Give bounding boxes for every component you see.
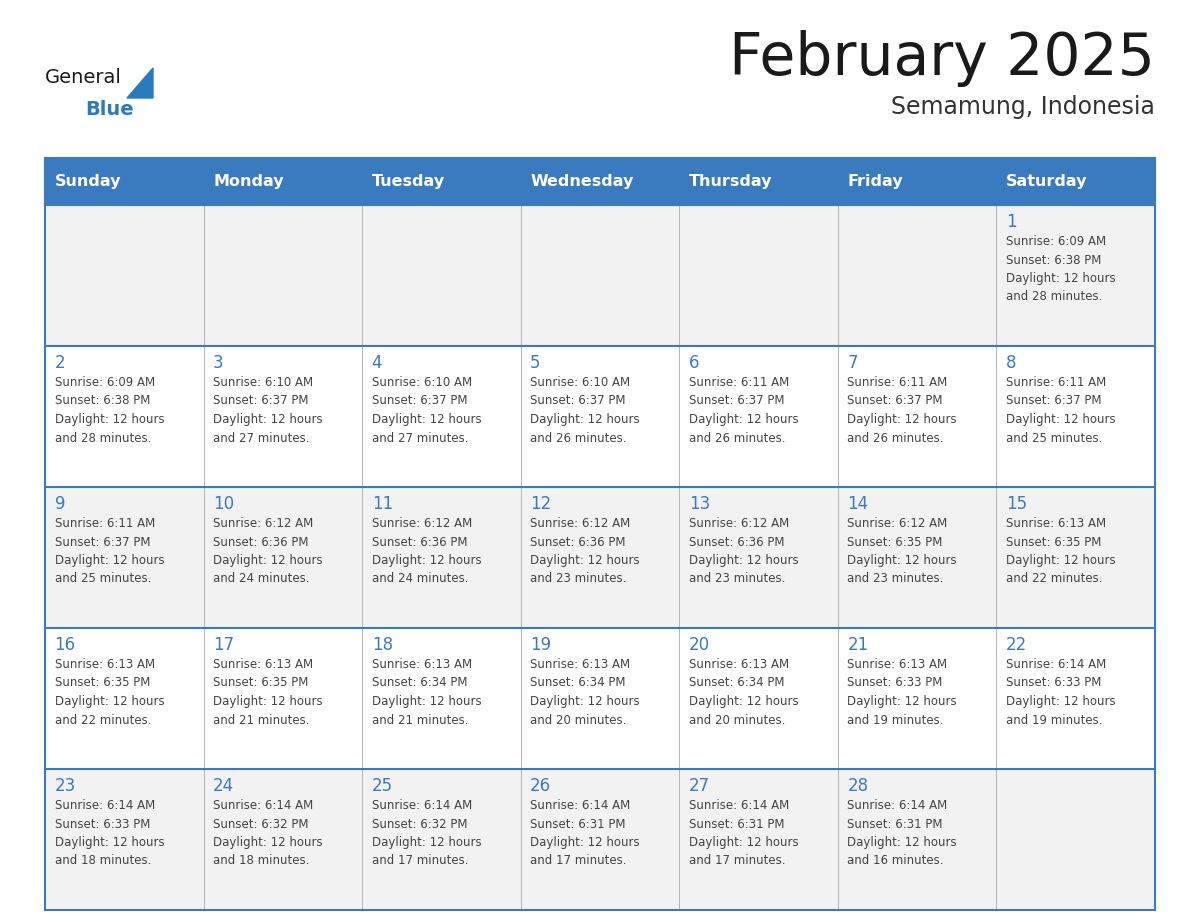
Text: 15: 15 xyxy=(1006,495,1028,513)
Text: 9: 9 xyxy=(55,495,65,513)
Bar xyxy=(520,158,680,205)
Bar xyxy=(45,346,1155,487)
Text: 14: 14 xyxy=(847,495,868,513)
Text: Sunrise: 6:14 AM
Sunset: 6:32 PM
Daylight: 12 hours
and 17 minutes.: Sunrise: 6:14 AM Sunset: 6:32 PM Dayligh… xyxy=(372,799,481,868)
Text: 27: 27 xyxy=(689,777,710,795)
Bar xyxy=(45,487,1155,628)
Text: Tuesday: Tuesday xyxy=(372,174,444,189)
Text: 24: 24 xyxy=(213,777,234,795)
Text: 11: 11 xyxy=(372,495,393,513)
Text: 28: 28 xyxy=(847,777,868,795)
Text: Sunrise: 6:12 AM
Sunset: 6:36 PM
Daylight: 12 hours
and 23 minutes.: Sunrise: 6:12 AM Sunset: 6:36 PM Dayligh… xyxy=(530,517,640,586)
Bar xyxy=(45,205,1155,346)
Text: Wednesday: Wednesday xyxy=(530,174,633,189)
Text: Thursday: Thursday xyxy=(689,174,772,189)
Text: Monday: Monday xyxy=(213,174,284,189)
Bar xyxy=(45,628,1155,769)
Text: Blue: Blue xyxy=(86,100,133,119)
Text: 12: 12 xyxy=(530,495,551,513)
Text: Sunrise: 6:14 AM
Sunset: 6:33 PM
Daylight: 12 hours
and 18 minutes.: Sunrise: 6:14 AM Sunset: 6:33 PM Dayligh… xyxy=(55,799,164,868)
Text: Sunrise: 6:12 AM
Sunset: 6:36 PM
Daylight: 12 hours
and 24 minutes.: Sunrise: 6:12 AM Sunset: 6:36 PM Dayligh… xyxy=(213,517,323,586)
Text: 5: 5 xyxy=(530,354,541,372)
Text: 6: 6 xyxy=(689,354,700,372)
Text: Sunrise: 6:10 AM
Sunset: 6:37 PM
Daylight: 12 hours
and 26 minutes.: Sunrise: 6:10 AM Sunset: 6:37 PM Dayligh… xyxy=(530,376,640,444)
Text: Sunrise: 6:13 AM
Sunset: 6:34 PM
Daylight: 12 hours
and 20 minutes.: Sunrise: 6:13 AM Sunset: 6:34 PM Dayligh… xyxy=(689,658,798,726)
Bar xyxy=(45,158,1155,205)
Bar xyxy=(45,158,203,205)
Text: 17: 17 xyxy=(213,636,234,654)
Text: 4: 4 xyxy=(372,354,383,372)
Text: Sunrise: 6:12 AM
Sunset: 6:36 PM
Daylight: 12 hours
and 23 minutes.: Sunrise: 6:12 AM Sunset: 6:36 PM Dayligh… xyxy=(689,517,798,586)
Text: 21: 21 xyxy=(847,636,868,654)
Text: 13: 13 xyxy=(689,495,710,513)
Text: 18: 18 xyxy=(372,636,393,654)
Text: Sunrise: 6:10 AM
Sunset: 6:37 PM
Daylight: 12 hours
and 27 minutes.: Sunrise: 6:10 AM Sunset: 6:37 PM Dayligh… xyxy=(372,376,481,444)
Text: Sunrise: 6:13 AM
Sunset: 6:35 PM
Daylight: 12 hours
and 22 minutes.: Sunrise: 6:13 AM Sunset: 6:35 PM Dayligh… xyxy=(55,658,164,726)
Bar xyxy=(203,158,362,205)
Text: Sunrise: 6:14 AM
Sunset: 6:31 PM
Daylight: 12 hours
and 17 minutes.: Sunrise: 6:14 AM Sunset: 6:31 PM Dayligh… xyxy=(530,799,640,868)
Bar xyxy=(680,158,838,205)
Text: Saturday: Saturday xyxy=(1006,174,1087,189)
Text: 7: 7 xyxy=(847,354,858,372)
Bar xyxy=(362,158,520,205)
Text: Sunrise: 6:11 AM
Sunset: 6:37 PM
Daylight: 12 hours
and 25 minutes.: Sunrise: 6:11 AM Sunset: 6:37 PM Dayligh… xyxy=(55,517,164,586)
Text: 2: 2 xyxy=(55,354,65,372)
Text: General: General xyxy=(45,68,122,87)
Text: 3: 3 xyxy=(213,354,223,372)
Text: Friday: Friday xyxy=(847,174,903,189)
Text: Sunrise: 6:12 AM
Sunset: 6:35 PM
Daylight: 12 hours
and 23 minutes.: Sunrise: 6:12 AM Sunset: 6:35 PM Dayligh… xyxy=(847,517,958,586)
Text: 8: 8 xyxy=(1006,354,1017,372)
Bar xyxy=(838,158,997,205)
Text: 23: 23 xyxy=(55,777,76,795)
Text: Sunday: Sunday xyxy=(55,174,121,189)
Text: Semamung, Indonesia: Semamung, Indonesia xyxy=(891,95,1155,119)
Text: February 2025: February 2025 xyxy=(729,30,1155,87)
Text: 26: 26 xyxy=(530,777,551,795)
Text: Sunrise: 6:14 AM
Sunset: 6:33 PM
Daylight: 12 hours
and 19 minutes.: Sunrise: 6:14 AM Sunset: 6:33 PM Dayligh… xyxy=(1006,658,1116,726)
Text: Sunrise: 6:12 AM
Sunset: 6:36 PM
Daylight: 12 hours
and 24 minutes.: Sunrise: 6:12 AM Sunset: 6:36 PM Dayligh… xyxy=(372,517,481,586)
Text: Sunrise: 6:14 AM
Sunset: 6:32 PM
Daylight: 12 hours
and 18 minutes.: Sunrise: 6:14 AM Sunset: 6:32 PM Dayligh… xyxy=(213,799,323,868)
Text: 1: 1 xyxy=(1006,213,1017,231)
Text: Sunrise: 6:13 AM
Sunset: 6:35 PM
Daylight: 12 hours
and 21 minutes.: Sunrise: 6:13 AM Sunset: 6:35 PM Dayligh… xyxy=(213,658,323,726)
Bar xyxy=(997,158,1155,205)
Text: Sunrise: 6:13 AM
Sunset: 6:33 PM
Daylight: 12 hours
and 19 minutes.: Sunrise: 6:13 AM Sunset: 6:33 PM Dayligh… xyxy=(847,658,958,726)
Polygon shape xyxy=(127,68,153,98)
Text: Sunrise: 6:14 AM
Sunset: 6:31 PM
Daylight: 12 hours
and 16 minutes.: Sunrise: 6:14 AM Sunset: 6:31 PM Dayligh… xyxy=(847,799,958,868)
Text: Sunrise: 6:09 AM
Sunset: 6:38 PM
Daylight: 12 hours
and 28 minutes.: Sunrise: 6:09 AM Sunset: 6:38 PM Dayligh… xyxy=(1006,235,1116,304)
Text: 19: 19 xyxy=(530,636,551,654)
Text: 20: 20 xyxy=(689,636,710,654)
Text: Sunrise: 6:13 AM
Sunset: 6:35 PM
Daylight: 12 hours
and 22 minutes.: Sunrise: 6:13 AM Sunset: 6:35 PM Dayligh… xyxy=(1006,517,1116,586)
Text: Sunrise: 6:09 AM
Sunset: 6:38 PM
Daylight: 12 hours
and 28 minutes.: Sunrise: 6:09 AM Sunset: 6:38 PM Dayligh… xyxy=(55,376,164,444)
Text: 16: 16 xyxy=(55,636,76,654)
Text: Sunrise: 6:10 AM
Sunset: 6:37 PM
Daylight: 12 hours
and 27 minutes.: Sunrise: 6:10 AM Sunset: 6:37 PM Dayligh… xyxy=(213,376,323,444)
Text: Sunrise: 6:14 AM
Sunset: 6:31 PM
Daylight: 12 hours
and 17 minutes.: Sunrise: 6:14 AM Sunset: 6:31 PM Dayligh… xyxy=(689,799,798,868)
Text: 25: 25 xyxy=(372,777,393,795)
Text: 10: 10 xyxy=(213,495,234,513)
Text: Sunrise: 6:11 AM
Sunset: 6:37 PM
Daylight: 12 hours
and 25 minutes.: Sunrise: 6:11 AM Sunset: 6:37 PM Dayligh… xyxy=(1006,376,1116,444)
Text: Sunrise: 6:11 AM
Sunset: 6:37 PM
Daylight: 12 hours
and 26 minutes.: Sunrise: 6:11 AM Sunset: 6:37 PM Dayligh… xyxy=(689,376,798,444)
Text: 22: 22 xyxy=(1006,636,1028,654)
Bar xyxy=(45,769,1155,910)
Text: Sunrise: 6:13 AM
Sunset: 6:34 PM
Daylight: 12 hours
and 21 minutes.: Sunrise: 6:13 AM Sunset: 6:34 PM Dayligh… xyxy=(372,658,481,726)
Text: Sunrise: 6:13 AM
Sunset: 6:34 PM
Daylight: 12 hours
and 20 minutes.: Sunrise: 6:13 AM Sunset: 6:34 PM Dayligh… xyxy=(530,658,640,726)
Text: Sunrise: 6:11 AM
Sunset: 6:37 PM
Daylight: 12 hours
and 26 minutes.: Sunrise: 6:11 AM Sunset: 6:37 PM Dayligh… xyxy=(847,376,958,444)
